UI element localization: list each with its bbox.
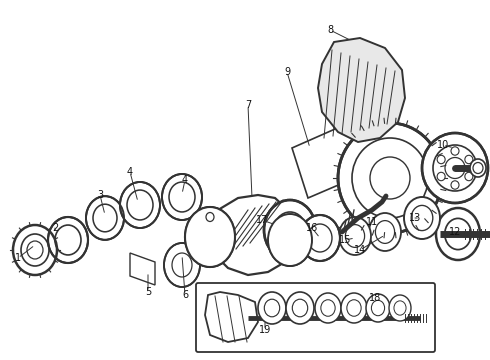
Polygon shape: [205, 195, 295, 275]
Ellipse shape: [206, 212, 214, 221]
Ellipse shape: [389, 295, 411, 321]
Text: 5: 5: [145, 287, 151, 297]
Ellipse shape: [404, 197, 440, 239]
Text: 4: 4: [127, 167, 133, 177]
Text: 17: 17: [256, 215, 268, 225]
Text: 3: 3: [97, 190, 103, 200]
Text: 9: 9: [284, 67, 290, 77]
Text: 12: 12: [449, 227, 461, 237]
Ellipse shape: [86, 196, 124, 240]
Polygon shape: [205, 292, 258, 342]
Ellipse shape: [48, 217, 88, 263]
Polygon shape: [318, 38, 405, 142]
Ellipse shape: [437, 172, 445, 181]
Ellipse shape: [315, 293, 341, 323]
Ellipse shape: [258, 292, 286, 324]
Ellipse shape: [422, 133, 488, 203]
Ellipse shape: [268, 214, 312, 266]
Ellipse shape: [338, 123, 442, 233]
Text: 1: 1: [15, 253, 21, 263]
Ellipse shape: [436, 208, 480, 260]
Ellipse shape: [451, 181, 459, 189]
FancyBboxPatch shape: [196, 283, 435, 352]
Ellipse shape: [162, 174, 202, 220]
Text: 6: 6: [182, 290, 188, 300]
Ellipse shape: [451, 147, 459, 155]
Ellipse shape: [465, 155, 473, 164]
Ellipse shape: [437, 155, 445, 164]
Ellipse shape: [366, 294, 390, 322]
Ellipse shape: [286, 292, 314, 324]
Text: 14: 14: [354, 245, 366, 255]
Ellipse shape: [470, 159, 486, 177]
Ellipse shape: [300, 215, 340, 261]
Text: 2: 2: [52, 223, 58, 233]
Text: 13: 13: [409, 213, 421, 223]
Ellipse shape: [465, 172, 473, 181]
Polygon shape: [292, 118, 378, 198]
Text: 18: 18: [369, 293, 381, 303]
Ellipse shape: [164, 243, 200, 287]
Ellipse shape: [264, 200, 316, 260]
Text: 10: 10: [437, 140, 449, 150]
Ellipse shape: [120, 182, 160, 228]
Text: 7: 7: [245, 100, 251, 110]
Polygon shape: [130, 253, 155, 285]
Text: 11: 11: [366, 217, 378, 227]
Ellipse shape: [369, 213, 401, 251]
Text: 4: 4: [182, 175, 188, 185]
Ellipse shape: [185, 207, 235, 267]
Ellipse shape: [339, 217, 371, 255]
Text: 19: 19: [259, 325, 271, 335]
Ellipse shape: [341, 293, 367, 323]
Text: 15: 15: [339, 235, 351, 245]
Text: 8: 8: [327, 25, 333, 35]
Text: 16: 16: [306, 223, 318, 233]
